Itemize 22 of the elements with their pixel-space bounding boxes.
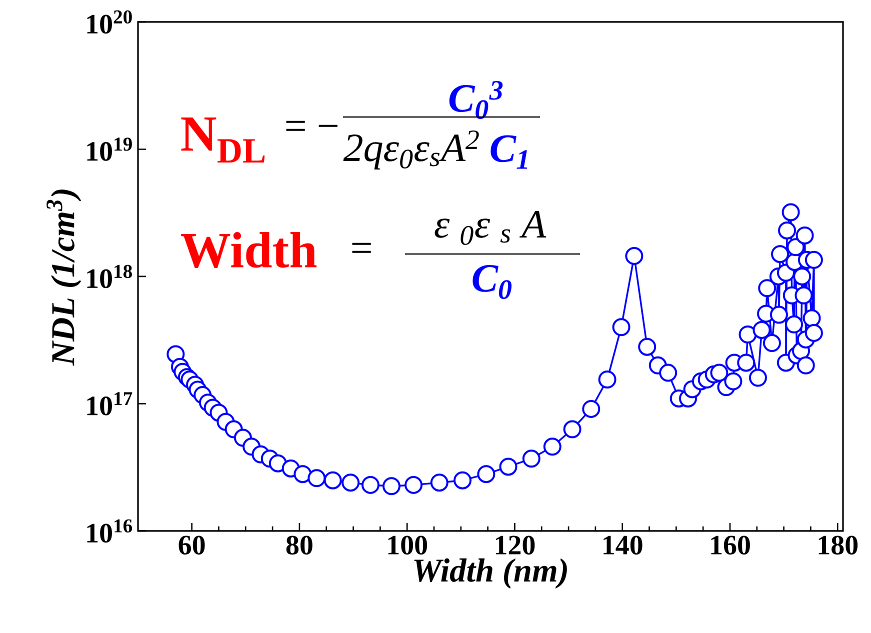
x-tick-label: 60 <box>178 536 205 555</box>
annotation: Width <box>180 232 317 268</box>
annotation: = − <box>286 120 338 131</box>
x-axis-title: Width (nm) <box>414 558 567 589</box>
y-tick-label: 10$^{17}$ <box>87 392 132 416</box>
annotation: C$_{1}$ <box>490 135 528 169</box>
x-tick-label: 140 <box>604 536 642 555</box>
x-tick-label: 80 <box>286 536 312 555</box>
y-tick-label: 10$^{18}$ <box>87 264 132 288</box>
annotation: ε $_{0}$ε $_{s}$ A <box>434 211 546 245</box>
y-tick-label: 10$^{20}$ <box>87 10 132 34</box>
annotation: C$_{0}$ <box>472 265 512 299</box>
x-tick-label: 100 <box>388 536 428 555</box>
x-tick-label: 120 <box>496 536 535 555</box>
x-tick-label: 160 <box>711 536 750 555</box>
annotation: = <box>352 242 371 253</box>
x-tick-label: 180 <box>818 536 858 555</box>
y-tick-label: 10$^{19}$ <box>87 138 132 161</box>
y-axis-title: NDL (1/cm$^{3}$) <box>46 190 82 366</box>
annotation: N$_{DL}$ <box>181 117 265 163</box>
annotation: 2qε$_{0}$ε$_{s}$A$^{2}$ <box>343 130 479 170</box>
y-tick-label: 10$^{16}$ <box>87 519 132 543</box>
